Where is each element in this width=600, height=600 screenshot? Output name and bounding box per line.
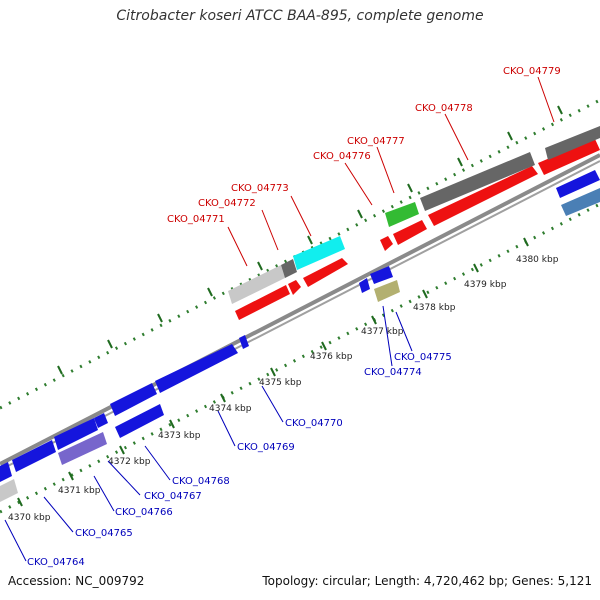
kbp-label-4378: 4378 kbp — [413, 303, 456, 313]
gene-steel-right[interactable] — [561, 188, 600, 216]
gene-arrow-red-a[interactable] — [288, 280, 301, 295]
gene-cko-04773[interactable] — [293, 236, 345, 270]
kbp-label-4380: 4380 kbp — [516, 255, 559, 265]
major-ticks-outer — [57, 105, 563, 375]
kbp-label-4377: 4377 kbp — [361, 327, 404, 337]
label-cko-04770: CKO_04770 — [285, 418, 343, 429]
gene-cko-04773-red[interactable] — [303, 258, 348, 287]
gene-cko-04768[interactable] — [115, 404, 164, 438]
reverse-features — [0, 170, 600, 502]
label-cko-04773: CKO_04773 — [231, 183, 289, 194]
gene-cko-04772[interactable] — [281, 259, 297, 278]
gene-blue-small[interactable] — [370, 266, 393, 284]
gene-cko-04778[interactable] — [420, 152, 535, 211]
inner-tick-track — [0, 202, 600, 514]
label-cko-04776: CKO_04776 — [313, 151, 371, 162]
gene-cko-04771[interactable] — [228, 265, 285, 304]
gene-cko-04771-red[interactable] — [235, 285, 290, 320]
label-cko-04764: CKO_04764 — [27, 557, 85, 568]
kbp-label-4373: 4373 kbp — [158, 431, 201, 441]
gene-gray-c[interactable] — [545, 126, 600, 160]
label-cko-04768: CKO_04768 — [172, 476, 230, 487]
label-cko-04771: CKO_04771 — [167, 214, 225, 225]
label-cko-04777: CKO_04777 — [347, 136, 405, 147]
backbone-outer — [0, 153, 600, 466]
gene-cko-04769[interactable] — [110, 383, 157, 416]
gene-red-long[interactable] — [428, 166, 538, 226]
forward-features — [228, 126, 600, 320]
gene-cko-04767[interactable] — [58, 432, 107, 465]
label-cko-04769: CKO_04769 — [237, 442, 295, 453]
gene-arrow-blue-a[interactable] — [239, 335, 249, 349]
gene-cko-04774[interactable] — [359, 278, 370, 293]
gene-cko-04775[interactable] — [374, 280, 400, 302]
kbp-label-4376: 4376 kbp — [310, 352, 353, 362]
map-title: Citrobacter koseri ATCC BAA-895, complet… — [116, 8, 484, 24]
gene-cko-04765[interactable] — [12, 440, 56, 472]
kbp-label-4379: 4379 kbp — [464, 280, 507, 290]
gene-cko-04764[interactable] — [0, 479, 18, 502]
gene-cko-04777[interactable] — [385, 202, 419, 227]
label-cko-04774: CKO_04774 — [364, 367, 422, 378]
label-cko-04767: CKO_04767 — [144, 491, 202, 502]
kbp-label-4370: 4370 kbp — [8, 513, 51, 523]
gene-blue-right[interactable] — [556, 170, 600, 198]
gene-red-right[interactable] — [538, 139, 600, 175]
forward-leaders — [227, 76, 555, 267]
label-cko-04778: CKO_04778 — [415, 103, 473, 114]
kbp-label-4375: 4375 kbp — [259, 378, 302, 388]
reverse-leaders — [4, 305, 413, 562]
accession-text: Accession: NC_009792 — [8, 574, 145, 588]
label-cko-04772: CKO_04772 — [198, 198, 256, 209]
label-cko-04775: CKO_04775 — [394, 352, 452, 363]
kbp-label-4372: 4372 kbp — [108, 457, 151, 467]
gene-cko-04770[interactable] — [155, 344, 238, 393]
kbp-label-4371: 4371 kbp — [58, 486, 101, 496]
gene-cko-04766[interactable] — [54, 418, 98, 450]
gene-blue-left[interactable] — [0, 462, 12, 482]
label-cko-04765: CKO_04765 — [75, 528, 133, 539]
gene-arrow-blue-b[interactable] — [94, 413, 108, 428]
gene-arrow-red-b[interactable] — [380, 236, 393, 251]
genome-summary-text: Topology: circular; Length: 4,720,462 bp… — [262, 574, 592, 588]
gene-red-c[interactable] — [393, 220, 427, 245]
label-cko-04779: CKO_04779 — [503, 66, 561, 77]
kbp-label-4374: 4374 kbp — [209, 404, 252, 414]
label-cko-04766: CKO_04766 — [115, 507, 173, 518]
major-ticks — [17, 237, 529, 507]
